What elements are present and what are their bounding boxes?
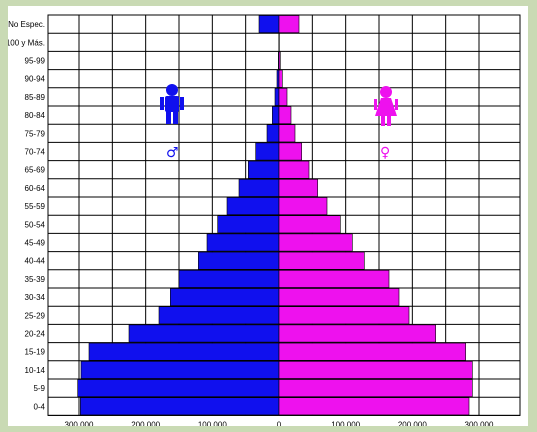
- bar-male-45-49: [206, 233, 280, 252]
- bar-male-70-74: [255, 142, 280, 161]
- bar-female-20-24: [278, 324, 436, 343]
- bar-female-No Espec.: [278, 15, 300, 34]
- bar-female-40-44: [278, 251, 365, 270]
- bar-male-30-34: [170, 288, 280, 307]
- bar-female-60-64: [278, 179, 318, 197]
- category-label: 90-94: [25, 75, 46, 84]
- x-tick-label: 0: [277, 420, 282, 426]
- category-label: 40-44: [25, 257, 46, 266]
- x-tick-labels: 300,000 200,000 100,000 0 100,000 200,000 300,…: [65, 420, 494, 426]
- category-label: 65-69: [25, 166, 46, 175]
- bar-female-30-34: [278, 288, 400, 307]
- bar-female-25-29: [278, 306, 410, 325]
- category-label: 0-4: [33, 402, 45, 411]
- female-symbol: ♀: [380, 145, 390, 161]
- bar-male-65-69: [248, 160, 280, 179]
- category-label: No Espec.: [8, 20, 45, 29]
- x-tick-label: 200,000: [398, 420, 427, 426]
- male-symbol: ♂: [166, 145, 179, 161]
- male-figure-icon: [160, 84, 184, 124]
- x-tick-label: 300,000: [65, 420, 94, 426]
- bar-male-75-79: [266, 124, 280, 143]
- bar-female-95-99: [278, 51, 281, 70]
- bar-male-5-9: [77, 379, 280, 398]
- category-label: 50-54: [25, 220, 46, 229]
- category-label: 25-29: [25, 311, 46, 320]
- bar-female-5-9: [278, 379, 473, 398]
- bar-male-25-29: [158, 306, 280, 325]
- category-label: 100 y Más.: [8, 38, 45, 47]
- category-label: 15-19: [25, 348, 46, 357]
- bar-female-90-94: [278, 69, 283, 88]
- category-label: 45-49: [25, 239, 46, 248]
- population-pyramid-chart: No Espec. 100 y Más. 95-99 90-94 85-89 80-84 7…: [8, 14, 521, 426]
- category-label: 85-89: [25, 93, 46, 102]
- bar-male-80-84: [272, 106, 280, 125]
- bar-female-85-89: [278, 88, 288, 106]
- category-label: 20-24: [25, 330, 46, 339]
- bar-female-50-54: [278, 215, 341, 234]
- x-tick-label: 100,000: [331, 420, 360, 426]
- x-tick-label: 100,000: [198, 420, 227, 426]
- bar-male-55-59: [226, 197, 280, 216]
- bar-female-15-19: [278, 342, 466, 361]
- bar-male-35-39: [178, 269, 280, 288]
- bar-male-10-14: [80, 360, 280, 379]
- x-tick-label: 200,000: [131, 420, 160, 426]
- bar-female-75-79: [278, 124, 296, 143]
- bar-female-55-59: [278, 197, 328, 216]
- category-label: 60-64: [25, 184, 46, 193]
- x-tick-label: 300,000: [465, 420, 494, 426]
- bar-female-10-14: [278, 360, 473, 379]
- category-label: 5-9: [33, 384, 45, 393]
- category-label: 95-99: [25, 57, 46, 66]
- bar-male-0-4: [80, 397, 280, 416]
- bar-female-35-39: [278, 269, 390, 288]
- category-label: 30-34: [25, 293, 46, 302]
- bar-male-No Espec.: [258, 15, 280, 34]
- chart-bars: [77, 15, 473, 416]
- bar-male-40-44: [198, 251, 280, 270]
- bar-female-70-74: [278, 142, 302, 161]
- bar-male-50-54: [217, 215, 280, 234]
- bar-male-85-89: [274, 88, 280, 106]
- plot-border: [47, 14, 521, 416]
- category-label: 70-74: [25, 148, 46, 157]
- chart-frame: No Espec. 100 y Más. 95-99 90-94 85-89 80-84 7…: [8, 6, 528, 426]
- bar-male-20-24: [128, 324, 280, 343]
- bar-female-0-4: [278, 397, 470, 416]
- bar-female-80-84: [278, 106, 292, 125]
- category-label: 10-14: [25, 366, 46, 375]
- category-label: 55-59: [25, 202, 46, 211]
- bar-male-15-19: [88, 342, 280, 361]
- category-label: 75-79: [25, 129, 46, 138]
- category-labels: No Espec. 100 y Más. 95-99 90-94 85-89 80-84 7…: [8, 20, 46, 411]
- category-label: 80-84: [25, 111, 46, 120]
- bar-female-65-69: [278, 160, 310, 179]
- bar-female-45-49: [278, 233, 353, 252]
- female-figure-icon: [374, 86, 398, 126]
- bar-male-60-64: [238, 179, 280, 197]
- category-label: 35-39: [25, 275, 46, 284]
